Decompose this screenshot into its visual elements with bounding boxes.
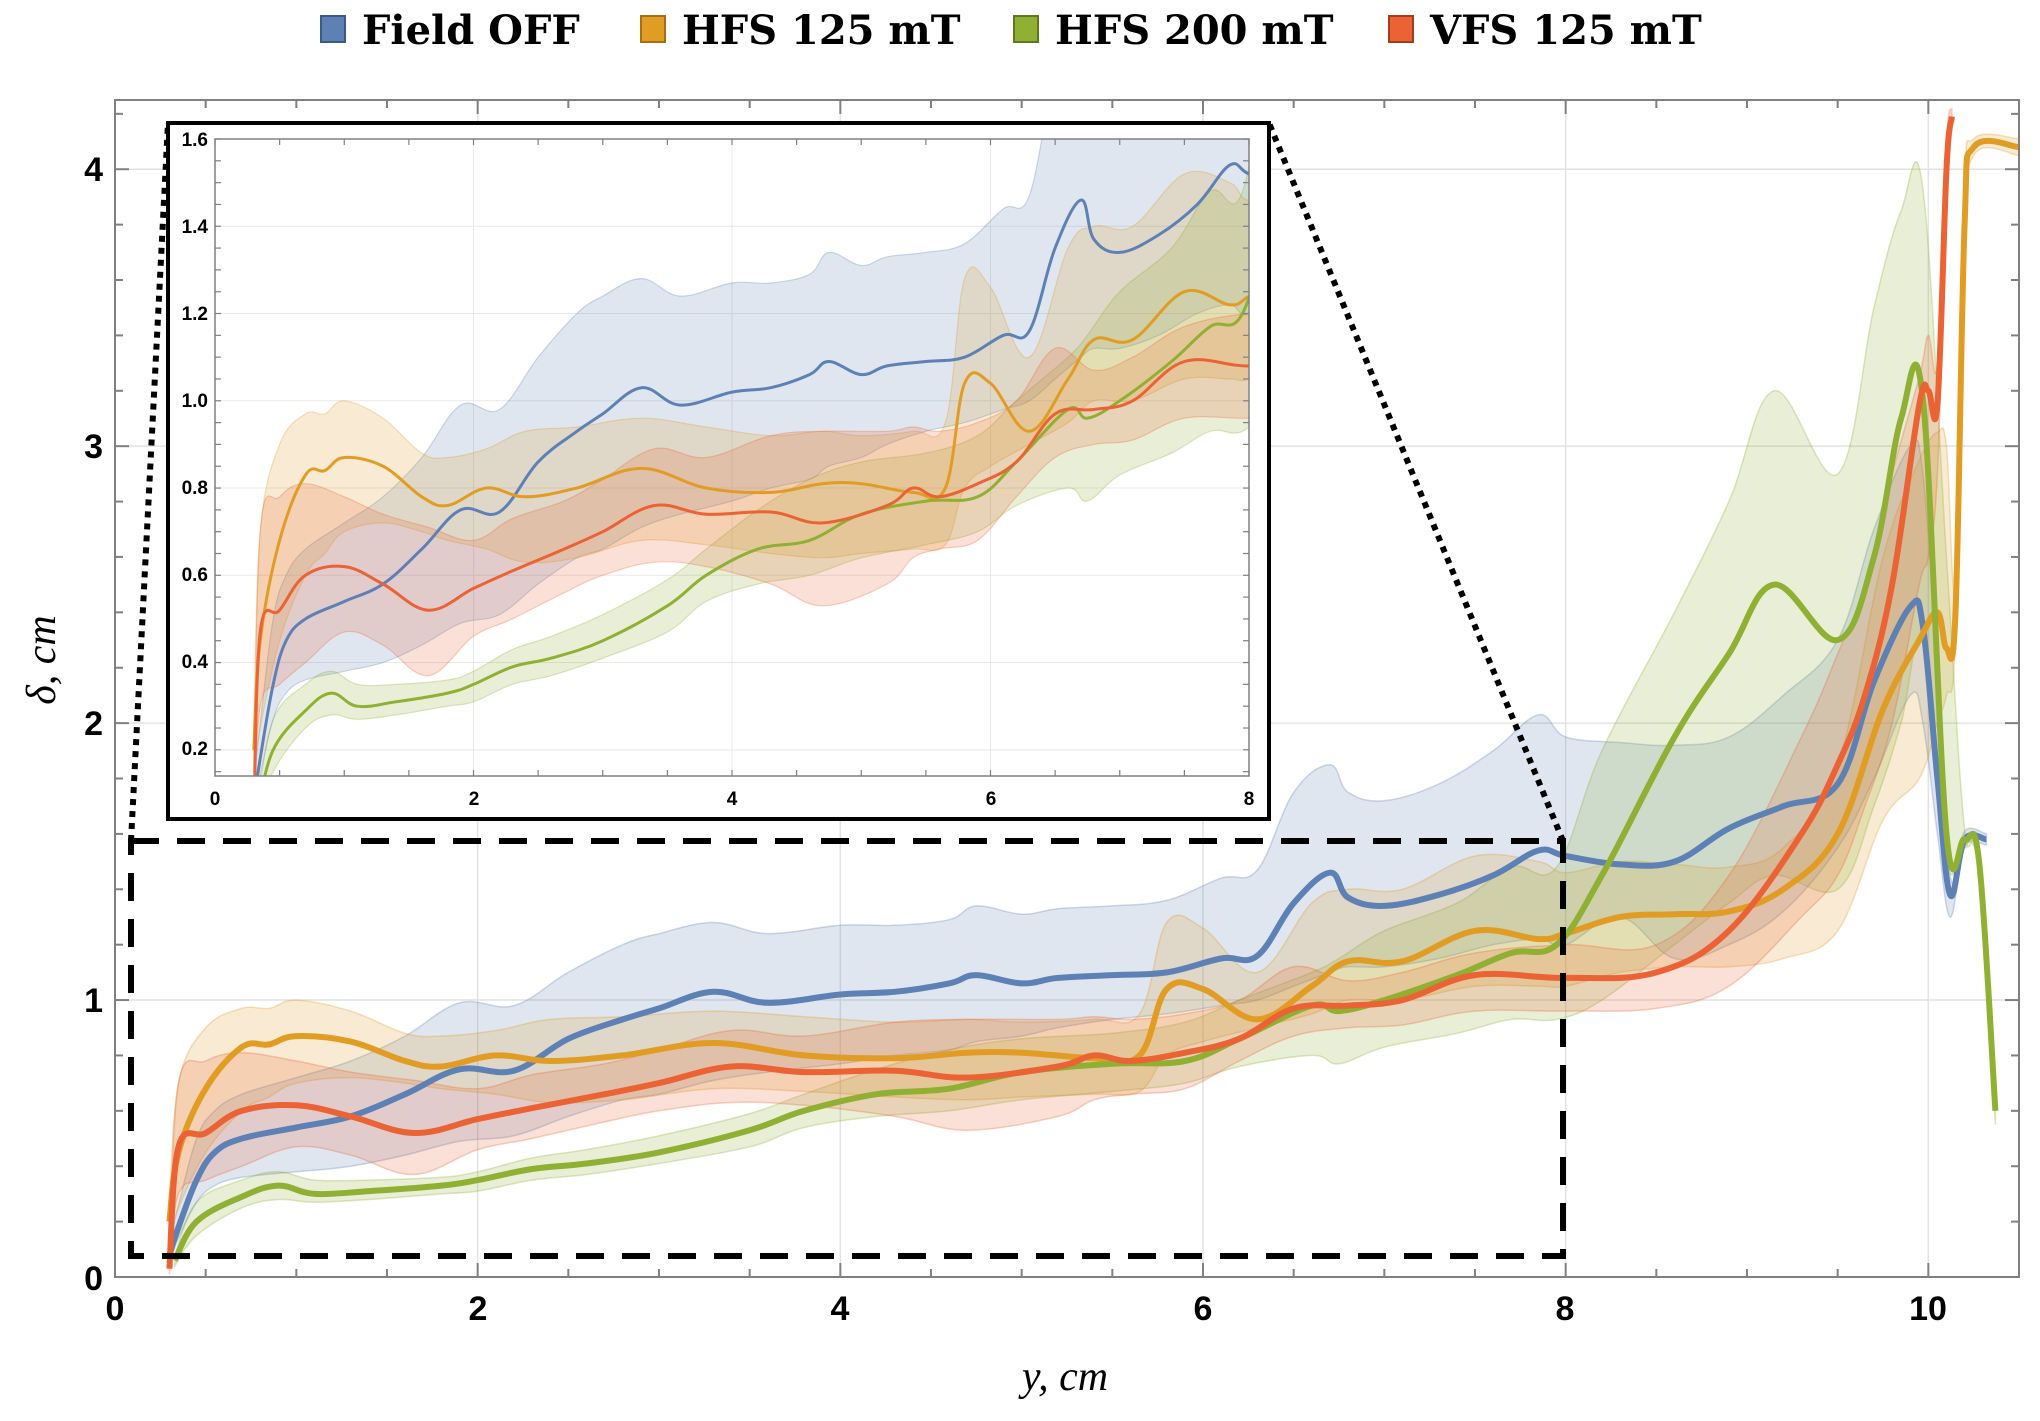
band-hfs-125-mt [168,133,2019,1236]
legend-label-vfs-125: VFS 125 mT [1429,7,1702,54]
line-vfs-125-mt [166,116,1955,1269]
line-hfs-200-mt [172,361,1999,1262]
inset-lines [252,162,1249,776]
x-tick-label: 10 [1909,1290,1947,1328]
y-tick-label: 3 [84,428,103,466]
inset-y-tick-label: 1.6 [182,130,208,151]
zoom-connector-left [128,122,171,842]
inset-x-tick-labels: 0 2 4 6 8 [210,789,1255,810]
x-tick-label: 6 [1194,1290,1213,1328]
main-ticks [114,100,2020,1278]
inset: 0 2 4 6 8 0.2 0.4 0.6 0.8 1.0 1.2 1.4 1.… [166,121,1271,821]
line-field-off [166,597,1988,1256]
legend: Field OFF HFS 125 mT HFS 200 mT VFS 125 … [320,7,1702,54]
x-axis-label: y, cm [1018,1354,1108,1400]
inset-line-hfs-125-mt [252,288,1249,750]
legend-swatch-vfs-125 [1388,15,1414,43]
legend-label-hfs-125: HFS 125 mT [682,7,961,54]
legend-swatch-hfs-200 [1013,15,1039,43]
y-tick-labels: 0 1 2 3 4 [84,151,103,1298]
inset-line-vfs-125-mt [253,358,1249,776]
y-tick-label: 4 [84,151,103,189]
inset-line-hfs-200-mt [263,293,1249,776]
y-tick-label: 2 [84,705,103,743]
inset-band-hfs-125-mt [253,170,1249,772]
x-tick-label: 4 [831,1290,850,1328]
inset-y-tick-label: 1.0 [182,391,208,412]
inset-y-tick-label: 1.4 [182,217,209,238]
x-tick-label: 8 [1556,1290,1575,1328]
inset-y-tick-label: 0.4 [182,652,209,673]
inset-y-tick-label: 0.2 [182,739,208,760]
y-tick-label: 0 [84,1260,103,1298]
inset-band-vfs-125-mt [253,312,1249,776]
legend-swatch-hfs-125 [640,15,666,43]
inset-ticks [214,138,1250,776]
line-hfs-125-mt [166,137,2019,1222]
main-lines [166,116,2019,1269]
inset-x-tick-label: 0 [210,789,221,810]
y-axis-label: δ, cm [19,615,65,705]
inset-line-field-off [255,162,1249,776]
legend-label-hfs-200: HFS 200 mT [1055,7,1334,54]
inset-x-tick-label: 2 [469,789,480,810]
y-tick-label: 1 [84,982,103,1020]
main-plot-frame [114,99,2020,1278]
inset-gridlines [215,139,1249,776]
zoom-connector-right [1266,121,1566,843]
x-tick-labels: 0 2 4 6 8 10 [106,1290,1947,1328]
inset-x-tick-label: 8 [1244,789,1255,810]
inset-x-tick-label: 6 [986,789,997,810]
inset-y-tick-label: 0.6 [182,565,208,586]
inset-x-tick-label: 4 [727,789,738,810]
legend-label-field-off: Field OFF [362,7,580,54]
inset-y-tick-label: 0.8 [182,478,208,499]
inset-band-field-off [254,139,1249,776]
legend-swatch-field-off [320,15,346,43]
band-vfs-125-mt [168,108,1953,1275]
inset-y-tick-labels: 0.2 0.4 0.6 0.8 1.0 1.2 1.4 1.6 [182,130,209,760]
x-tick-label: 0 [106,1290,125,1328]
inset-y-tick-label: 1.2 [182,304,208,325]
inset-band-hfs-200-mt [260,163,1249,776]
inset-bands [253,139,1249,776]
zoom-region-dashed-box [128,838,1566,1259]
x-tick-label: 2 [469,1290,488,1328]
